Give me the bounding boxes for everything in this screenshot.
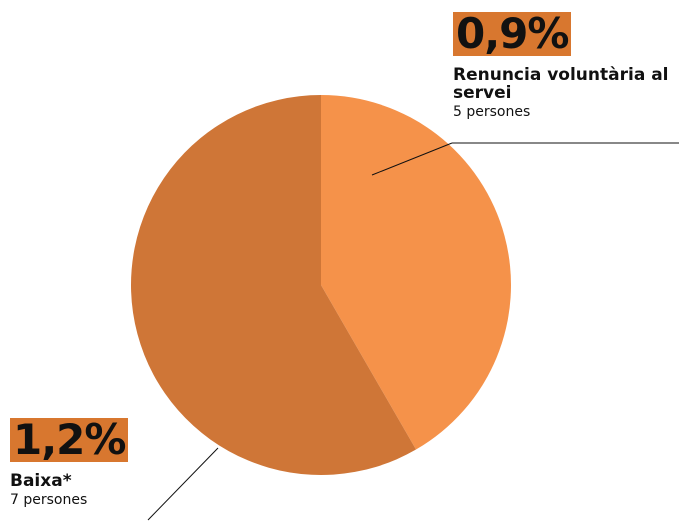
slice-count-baixa: 7 persones <box>10 492 88 508</box>
pie-slice-renuncia <box>321 95 512 450</box>
slice-count-renuncia: 5 persones <box>453 104 531 120</box>
pie-slice-baixa <box>131 95 416 476</box>
slice-label-renuncia: Renuncia voluntària al servei <box>453 65 669 103</box>
pie-slices <box>131 95 512 476</box>
callout-baixa: 1,2% Baixa* 7 persones <box>10 418 210 509</box>
percent-label-baixa: 1,2% <box>10 418 129 462</box>
leader-line-baixa <box>147 447 219 521</box>
slice-label-baixa: Baixa* <box>10 471 72 491</box>
callout-renuncia: 0,9% Renuncia voluntària al servei 5 per… <box>453 12 689 121</box>
percent-label-renuncia: 0,9% <box>453 12 572 56</box>
leader-line-renuncia <box>371 142 453 176</box>
